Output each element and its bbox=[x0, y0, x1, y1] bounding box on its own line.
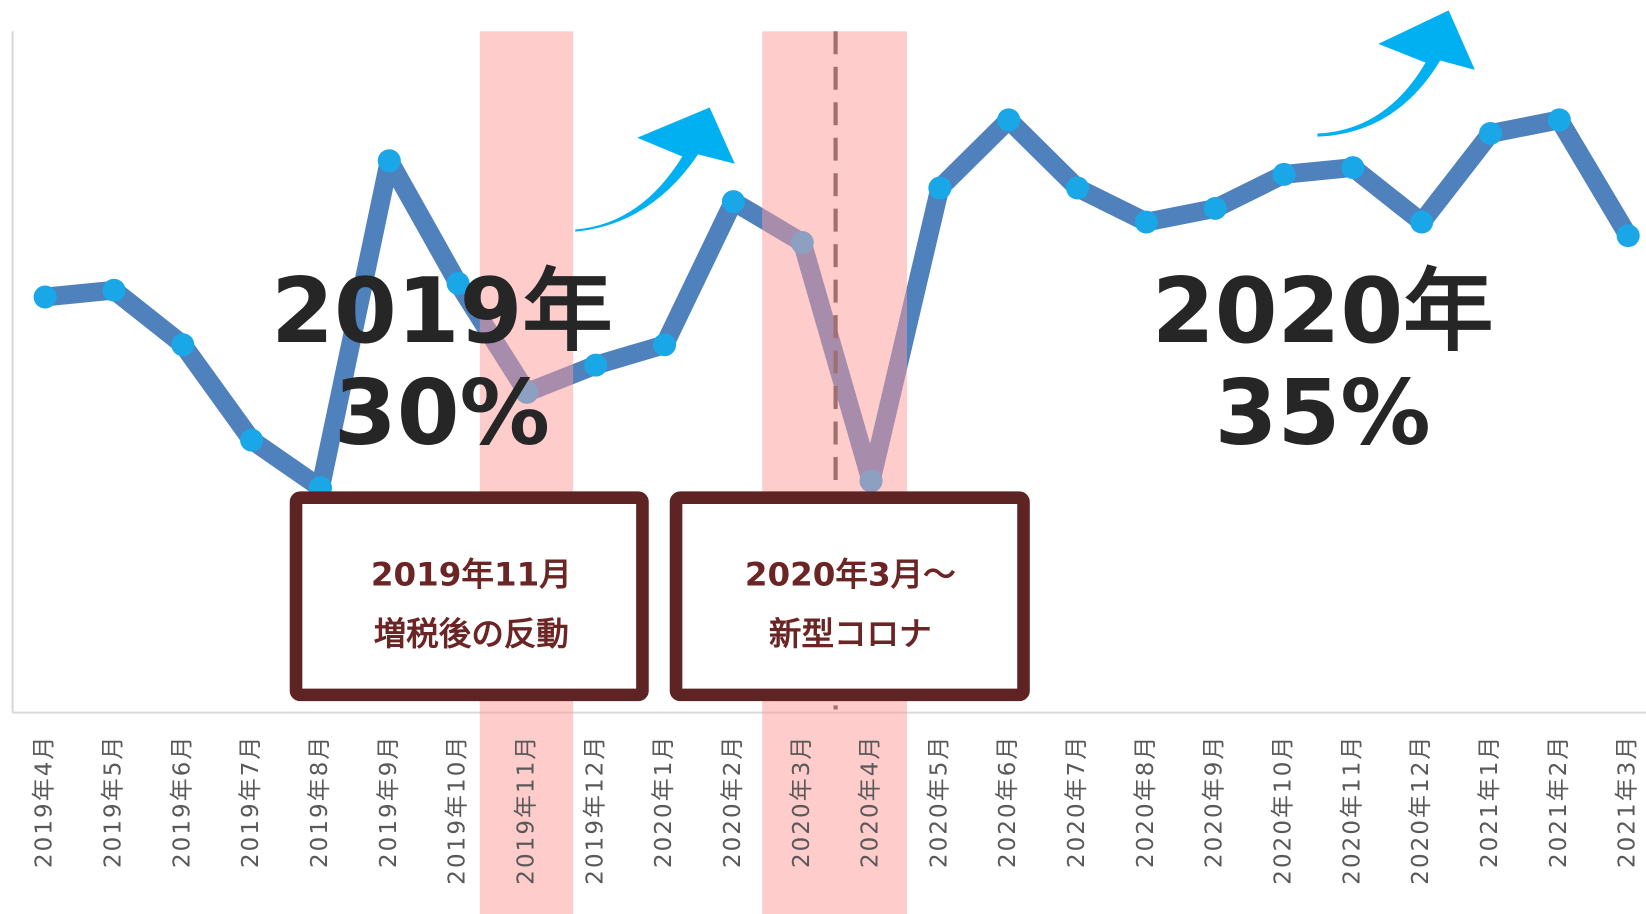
data-point bbox=[1134, 210, 1158, 234]
callout-text: 2020年3月～ bbox=[745, 555, 956, 593]
x-tick-label: 2020年3月 bbox=[789, 735, 815, 868]
callout-text: 増税後の反動 bbox=[374, 615, 569, 653]
data-point bbox=[1478, 122, 1503, 145]
annotation: 2019年 bbox=[271, 259, 613, 364]
callout-box bbox=[289, 491, 649, 702]
x-tick-label: 2019年4月 bbox=[32, 735, 58, 868]
data-point bbox=[1547, 108, 1571, 132]
data-point bbox=[997, 108, 1021, 132]
annotation: 2020年 bbox=[1152, 259, 1494, 364]
data-point bbox=[1065, 176, 1090, 200]
x-tick-label: 2021年2月 bbox=[1546, 735, 1572, 868]
data-point bbox=[721, 190, 745, 214]
data-point bbox=[240, 428, 264, 452]
x-tick-label: 2020年6月 bbox=[995, 735, 1021, 868]
x-tick-label: 2020年1月 bbox=[651, 735, 677, 868]
data-point bbox=[1616, 224, 1640, 248]
x-tick-label: 2020年2月 bbox=[720, 735, 746, 868]
x-tick-label: 2020年9月 bbox=[1202, 735, 1228, 868]
x-tick-label: 2019年12月 bbox=[582, 735, 608, 885]
x-tick-label: 2021年1月 bbox=[1477, 735, 1503, 868]
x-tick-label: 2021年3月 bbox=[1615, 735, 1641, 868]
arrow bbox=[575, 107, 735, 232]
data-point bbox=[33, 285, 57, 309]
x-tick-label: 2019年8月 bbox=[307, 735, 333, 868]
x-tick-label: 2019年6月 bbox=[169, 735, 195, 868]
data-point bbox=[377, 149, 401, 173]
data-point bbox=[102, 278, 126, 302]
annotation: 30% bbox=[334, 361, 550, 466]
annotation: 35% bbox=[1215, 361, 1431, 466]
callout-text: 2019年11月 bbox=[371, 555, 572, 593]
data-point bbox=[1203, 196, 1227, 220]
arrow bbox=[1317, 10, 1475, 137]
callout-box bbox=[669, 491, 1030, 702]
x-tick-label: 2020年12月 bbox=[1408, 735, 1434, 885]
x-tick-label: 2020年11月 bbox=[1339, 735, 1365, 885]
x-tick-label: 2020年10月 bbox=[1270, 735, 1296, 885]
x-tick-label: 2019年5月 bbox=[100, 735, 126, 868]
x-tick-label: 2019年7月 bbox=[238, 735, 264, 868]
x-labels: 2019年4月 2019年5月 2019年6月 2019年7月 2019年8月 2019年… bbox=[32, 735, 1641, 885]
data-point bbox=[1341, 156, 1365, 180]
data-point bbox=[1272, 162, 1296, 186]
x-tick-label: 2019年10月 bbox=[445, 735, 471, 885]
data-point bbox=[171, 333, 195, 357]
data-point bbox=[1410, 210, 1434, 234]
data-point bbox=[584, 353, 608, 377]
data-point bbox=[928, 176, 952, 200]
highlight-band bbox=[479, 31, 574, 914]
callout-text: 新型コロナ bbox=[769, 615, 932, 653]
x-tick-label: 2019年11月 bbox=[513, 735, 539, 885]
x-tick-label: 2020年7月 bbox=[1064, 735, 1090, 868]
x-tick-label: 2019年9月 bbox=[376, 735, 402, 868]
x-tick-label: 2020年5月 bbox=[926, 735, 952, 868]
x-tick-label: 2020年8月 bbox=[1133, 735, 1159, 868]
data-point bbox=[653, 333, 677, 357]
data-point bbox=[446, 271, 470, 295]
x-tick-label: 2020年4月 bbox=[858, 735, 884, 868]
